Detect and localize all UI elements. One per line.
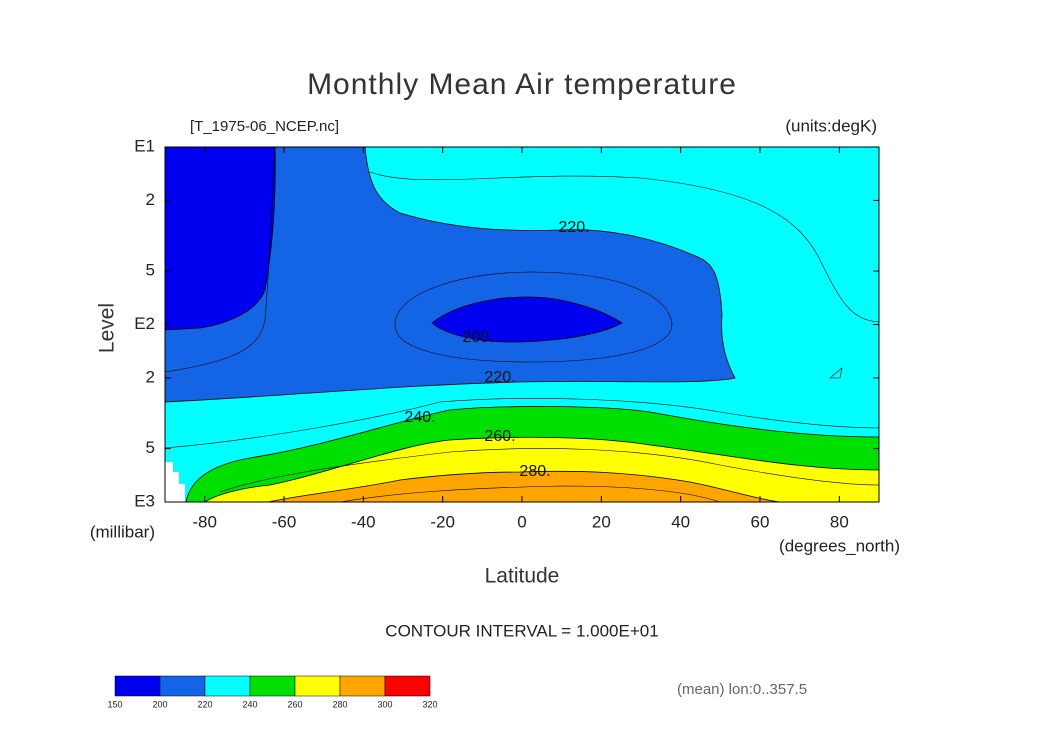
- contour-label: 240.: [404, 409, 435, 426]
- x-tick-label: 40: [671, 512, 690, 531]
- colorbar-box: [339, 675, 386, 697]
- contour-line: [164, 146, 276, 373]
- chart-title: Monthly Mean Air temperature: [307, 68, 737, 101]
- missing-cell: [165, 472, 179, 484]
- colorbar-box: [204, 675, 251, 697]
- colorbar-label: 150: [107, 699, 122, 709]
- x-tick-label: -40: [351, 512, 376, 531]
- subtitle-left: [T_1975-06_NCEP.nc]: [190, 118, 339, 135]
- colorbar-label: 200: [152, 699, 167, 709]
- contour-label: 220.: [484, 369, 515, 386]
- x-tick-label: 60: [751, 512, 770, 531]
- colorbar-box: [249, 675, 296, 697]
- subtitle-right: (units:degK): [785, 116, 877, 135]
- colorbar-box: [114, 675, 161, 697]
- colorbar-box: [159, 675, 206, 697]
- y-tick-label: E1: [134, 136, 155, 155]
- contour-interval: CONTOUR INTERVAL = 1.000E+01: [385, 621, 658, 640]
- y-tick-label: 2: [146, 190, 155, 209]
- x-axis-label: Latitude: [485, 565, 560, 588]
- colorbar-label: 260: [287, 699, 302, 709]
- contour-line: [164, 398, 880, 449]
- x-tick-label: -60: [272, 512, 297, 531]
- x-tick-label: 20: [592, 512, 611, 531]
- contour-line: [219, 448, 880, 493]
- colorbar-box: [294, 675, 341, 697]
- contour-line: [339, 485, 721, 503]
- contour-line: [394, 271, 673, 363]
- x-units: (degrees_north): [779, 536, 900, 555]
- y-tick-label: E3: [134, 491, 155, 510]
- x-tick-label: -20: [430, 512, 455, 531]
- colorbar-label: 240: [242, 699, 257, 709]
- x-tick-label: -80: [192, 512, 217, 531]
- contour-region: [164, 146, 880, 503]
- note: (mean) lon:0..357.5: [677, 681, 807, 698]
- contour-region: [164, 146, 276, 331]
- contour-line: [829, 367, 843, 379]
- missing-cell: [165, 462, 173, 472]
- contour-label: 260.: [484, 428, 515, 445]
- contour-label: 220.: [558, 219, 589, 236]
- plot-area: [164, 146, 880, 503]
- y-tick-label: 5: [146, 438, 155, 457]
- contour-region: [431, 296, 623, 343]
- y-tick-label: 2: [146, 367, 155, 386]
- y-units: (millibar): [90, 522, 155, 541]
- y-tick-label: E2: [134, 314, 155, 333]
- y-axis-label: Level: [96, 303, 119, 353]
- missing-cell: [165, 484, 185, 502]
- x-tick-label: 0: [517, 512, 526, 531]
- colorbar-label: 320: [422, 699, 437, 709]
- contour-region: [267, 470, 781, 503]
- y-tick-label: 5: [146, 261, 155, 280]
- x-tick-label: 80: [830, 512, 849, 531]
- colorbar-label: 280: [332, 699, 347, 709]
- contour-label: 280.: [519, 463, 550, 480]
- colorbar-label: 220: [197, 699, 212, 709]
- colorbar-box: [384, 675, 431, 697]
- colorbar-label: 300: [377, 699, 392, 709]
- contour-line: [369, 171, 880, 323]
- contour-label: 200.: [462, 329, 493, 346]
